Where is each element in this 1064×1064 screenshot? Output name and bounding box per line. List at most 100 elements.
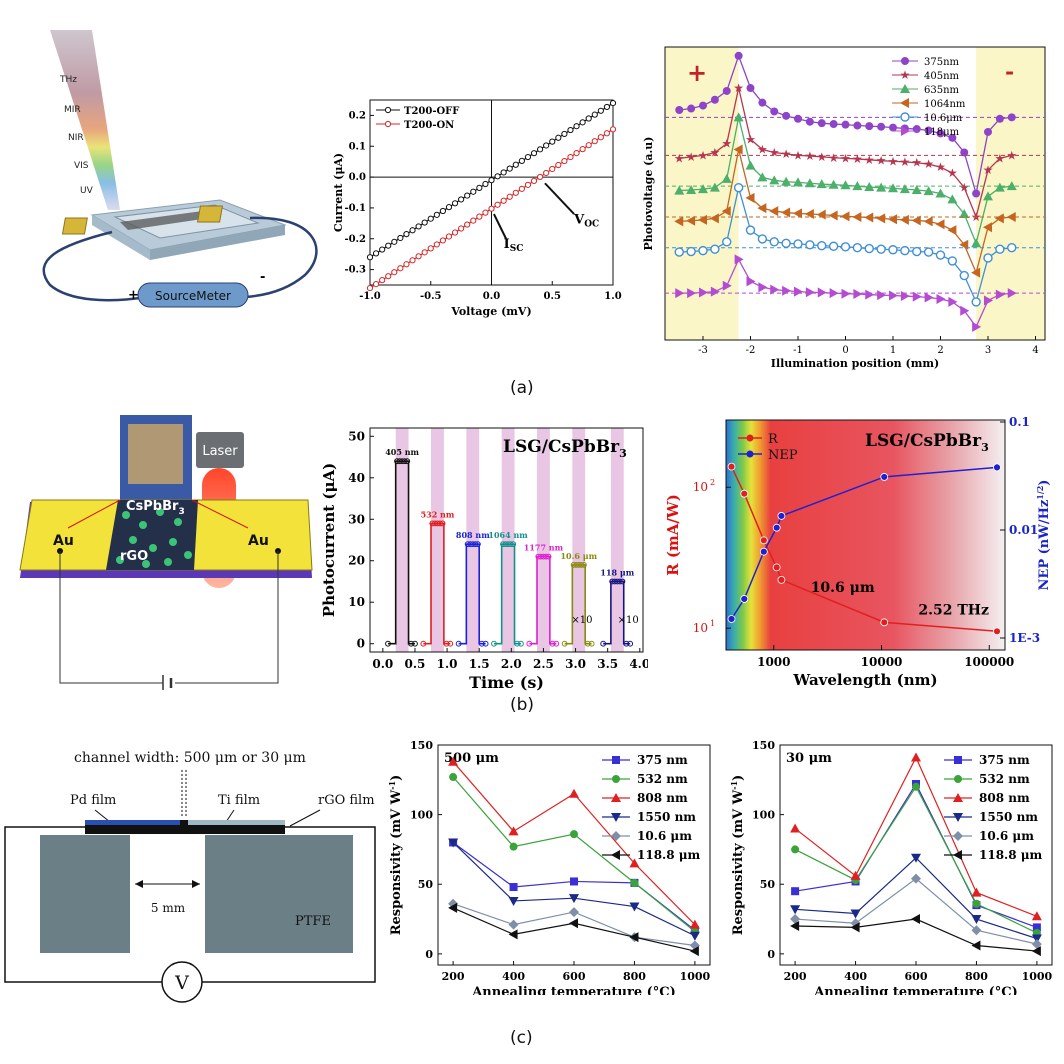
data-point (840, 211, 850, 222)
data-point (1031, 939, 1042, 950)
band-label-nir: NIR (68, 133, 84, 143)
data-point (569, 907, 579, 918)
iv-chart: -1.0 -0.5 0.0 0.5 1.0 -0.3 -0.2 -0.1 0.0 0.1 0.2 Vo… (332, 99, 622, 318)
data-point (458, 225, 465, 232)
series-2 (790, 752, 1042, 921)
data-point (877, 290, 887, 301)
x-tick-label: 1.0 (437, 657, 458, 671)
data-point (629, 902, 640, 912)
x-tick-label: 10000 (861, 655, 903, 669)
data-point (710, 95, 719, 104)
legend-marker (384, 120, 392, 128)
caption-c: (c) (510, 1028, 533, 1048)
ti-film-label: Ti film (218, 793, 260, 808)
data-point (971, 940, 981, 951)
legend-label: R (768, 432, 779, 447)
gold-pad-right (197, 205, 224, 223)
data-point (876, 244, 886, 254)
annotation-2-52thz: 2.52 THz (918, 603, 989, 619)
legend-label: 118.8 μm (979, 848, 1043, 862)
illumination-band (431, 428, 444, 652)
data-point (758, 282, 768, 293)
data-point (385, 640, 391, 647)
data-point (391, 238, 398, 245)
data-point (959, 209, 970, 219)
data-point (971, 297, 981, 307)
data-point (912, 782, 920, 791)
x-tick-label: 1 (890, 345, 896, 356)
data-point (674, 216, 684, 227)
gold-pad-left (61, 217, 88, 235)
data-point (397, 234, 404, 242)
data-point (734, 254, 744, 265)
region-label-right: - (1005, 59, 1014, 85)
data-point (1007, 113, 1016, 122)
legend-marker (953, 793, 963, 802)
data-point (993, 463, 1001, 472)
pulse-label: 405 nm (385, 447, 419, 457)
data-point (740, 489, 749, 498)
data-point (1007, 288, 1017, 299)
data-point (983, 222, 992, 233)
x-tick-label: 0.5 (544, 291, 561, 302)
data-point (1031, 946, 1041, 957)
pulse-2 (455, 541, 489, 647)
data-point (545, 553, 552, 560)
data-point (507, 541, 514, 548)
data-point (506, 165, 513, 172)
left-y-tick-label: 10 (693, 480, 708, 494)
x-tick-label: 1.5 (469, 657, 490, 671)
data-point (616, 578, 623, 585)
data-point (960, 305, 970, 316)
data-point (709, 182, 720, 192)
data-point (698, 214, 707, 225)
data-point (936, 293, 946, 304)
data-point (627, 640, 634, 647)
data-point (759, 536, 768, 545)
responsivity-30um-chart: 200 400 600 800 1000 0 50 100 150 Annealing tempe… (729, 740, 1053, 995)
data-point (524, 153, 532, 161)
x-tick-label: 2.0 (501, 657, 522, 671)
data-point (674, 185, 685, 195)
legend-label: 532 nm (979, 772, 1030, 786)
y-axis-label: Current (μA) (332, 153, 345, 232)
data-point (911, 215, 921, 226)
illumination-band (610, 428, 624, 652)
rgo-film-label: rGO film (318, 793, 375, 808)
data-point (959, 270, 969, 281)
data-point (889, 290, 898, 301)
data-point (567, 153, 574, 161)
legend-label: 1550 nm (979, 810, 1038, 824)
y-tick-label: -0.2 (344, 234, 366, 245)
data-point (1006, 181, 1017, 191)
data-point (790, 905, 801, 915)
data-point (911, 853, 921, 863)
data-point (455, 640, 462, 647)
data-point (899, 214, 909, 225)
legend-label: 405nm (924, 71, 960, 82)
data-point (421, 219, 428, 226)
data-point (585, 142, 592, 149)
data-point (603, 103, 611, 111)
data-point: ★ (888, 154, 899, 168)
legend-marker (612, 775, 620, 783)
annotation-10-6um: 10.6 μm (811, 580, 875, 596)
data-point (570, 830, 578, 839)
data-point (804, 178, 815, 188)
data-point (451, 200, 459, 207)
data-point (674, 247, 684, 257)
legend-label: 1550 nm (637, 810, 696, 824)
data-point (791, 845, 800, 854)
data-point (451, 229, 459, 236)
data-point (476, 184, 483, 191)
data-point (817, 240, 827, 251)
data-point (805, 117, 814, 126)
series-2 (665, 112, 1045, 248)
data-point (790, 823, 801, 833)
illumination-band (537, 428, 550, 652)
x-tick-label: -1 (793, 345, 803, 356)
data-point (960, 148, 969, 157)
data-point (591, 138, 598, 145)
legend-marker (953, 813, 963, 822)
plot-frame (369, 427, 644, 653)
